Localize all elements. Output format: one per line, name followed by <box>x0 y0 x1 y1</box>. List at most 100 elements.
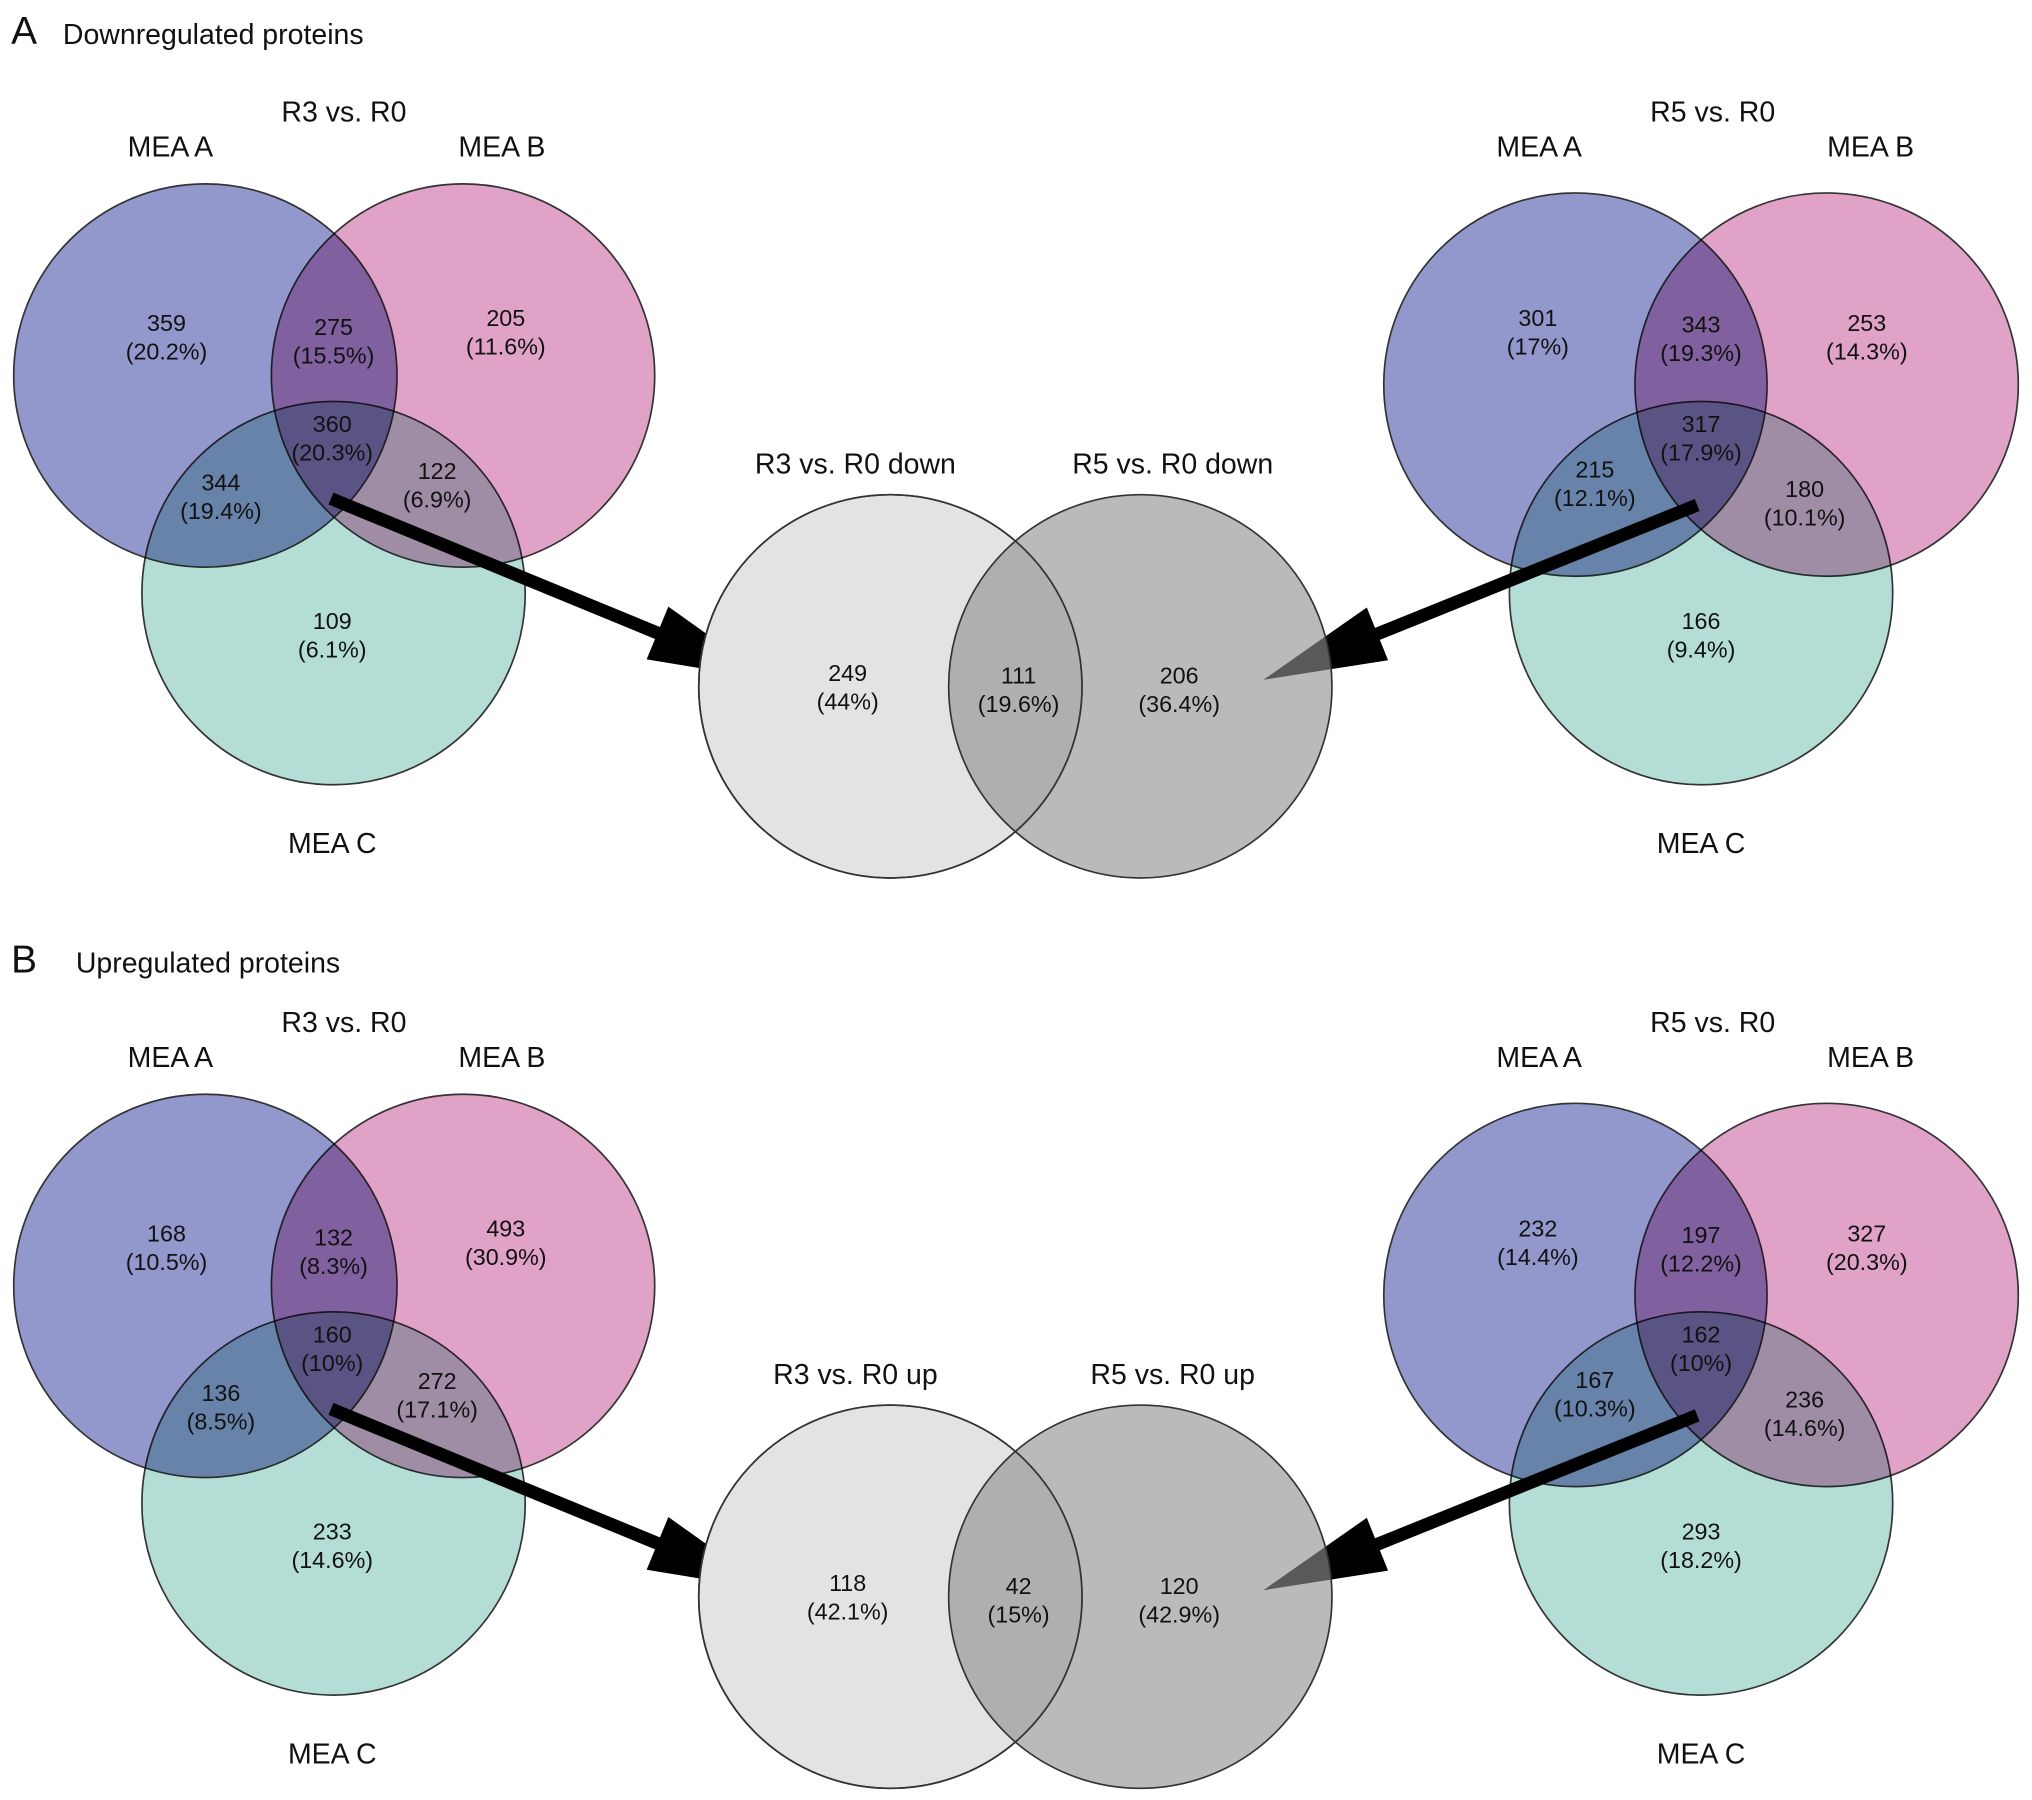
region-percent: (8.3%) <box>299 1253 368 1279</box>
set-label: MEA A <box>1496 131 1581 163</box>
region-percent: (10%) <box>301 1350 363 1376</box>
region-percent: (10.3%) <box>1554 1395 1636 1421</box>
arrow <box>1263 499 1700 680</box>
region-count: 253 <box>1847 310 1886 336</box>
region-count: 180 <box>1785 476 1824 502</box>
venn <box>1382 1102 2020 1696</box>
venn-title: R5 vs. R0 <box>1650 1007 1775 1039</box>
set-outline <box>697 493 1083 879</box>
region-percent: (12.1%) <box>1554 485 1636 511</box>
region-percent: (8.5%) <box>187 1408 256 1434</box>
region-percent: (30.9%) <box>465 1244 547 1270</box>
set-circle <box>947 1404 1333 1790</box>
region-count: 327 <box>1847 1221 1886 1247</box>
region-percent: (17%) <box>1507 334 1569 360</box>
panel-title: Downregulated proteins <box>63 19 364 51</box>
set-circle <box>947 493 1333 879</box>
region-count: 317 <box>1682 411 1721 437</box>
set-label: MEA C <box>288 1738 377 1770</box>
region-count: 360 <box>313 411 352 437</box>
region-count: 344 <box>201 469 240 495</box>
venn-title: R3 vs. R0 <box>281 96 406 128</box>
region-percent: (14.6%) <box>291 1547 373 1573</box>
set-label: MEA B <box>458 1042 545 1074</box>
region-count: 249 <box>828 660 867 686</box>
region-count: 109 <box>313 608 352 634</box>
region-count: 111 <box>1001 662 1036 688</box>
venn <box>12 1093 656 1696</box>
region-percent: (42.1%) <box>807 1599 889 1625</box>
set-label: MEA A <box>1496 1042 1581 1074</box>
region-percent: (6.9%) <box>403 486 472 512</box>
set-label: R3 vs. R0 down <box>755 449 956 481</box>
region-count: 197 <box>1682 1222 1721 1248</box>
region-count: 359 <box>147 310 186 336</box>
region-percent: (10%) <box>1670 1350 1732 1376</box>
region-count: 42 <box>1006 1573 1032 1599</box>
region-count: 293 <box>1682 1518 1721 1544</box>
region-percent: (14.6%) <box>1764 1415 1846 1441</box>
region-count: 343 <box>1682 311 1721 337</box>
venn-title: R5 vs. R0 <box>1650 96 1775 128</box>
region-percent: (17.9%) <box>1660 440 1742 466</box>
set-circle <box>1508 1310 1894 1696</box>
set-label: MEA C <box>1657 828 1746 860</box>
venn-title: R3 vs. R0 <box>281 1007 406 1039</box>
region-count: 132 <box>314 1224 353 1250</box>
region-count: 160 <box>313 1322 352 1348</box>
region-count: 168 <box>147 1221 186 1247</box>
set-circle <box>141 1310 527 1696</box>
arrow <box>328 1402 772 1591</box>
set-label: MEA B <box>1827 1042 1914 1074</box>
set-outline <box>697 1404 1083 1790</box>
region-count: 272 <box>418 1368 457 1394</box>
set-label: R5 vs. R0 up <box>1090 1359 1255 1391</box>
set-label: MEA C <box>1657 1738 1746 1770</box>
panel: R3 vs. R0 MEA A MEA B MEA C 359 (20.2%) 275 (15… <box>12 96 2020 879</box>
region-count: 493 <box>486 1215 525 1241</box>
set-label: MEA C <box>288 828 377 860</box>
region-percent: (15%) <box>988 1601 1050 1627</box>
region-percent: (19.6%) <box>978 691 1060 717</box>
region-count: 301 <box>1518 305 1557 331</box>
region-percent: (20.2%) <box>126 339 208 365</box>
region-count: 162 <box>1682 1322 1721 1348</box>
region-count: 120 <box>1160 1573 1199 1599</box>
region-percent: (12.2%) <box>1660 1250 1742 1276</box>
region-percent: (11.6%) <box>466 334 546 360</box>
arrow <box>328 492 772 680</box>
region-percent: (17.1%) <box>396 1397 478 1423</box>
set-label: MEA A <box>128 131 213 163</box>
region-percent: (20.3%) <box>291 440 373 466</box>
region-count: 215 <box>1575 457 1614 483</box>
venn <box>1382 192 2020 786</box>
venn <box>12 183 656 786</box>
region-percent: (20.3%) <box>1826 1249 1908 1275</box>
region-percent: (6.1%) <box>298 637 367 663</box>
panel-title: Upregulated proteins <box>76 947 340 979</box>
panel: R3 vs. R0 MEA A MEA B MEA C 168(10.5%) 132 (8.… <box>12 1007 2020 1790</box>
panel-label: B <box>11 938 37 981</box>
set-circle <box>1508 400 1894 786</box>
set-label: R3 vs. R0 up <box>773 1359 938 1391</box>
region-percent: (14.4%) <box>1497 1244 1579 1270</box>
set-circle <box>141 400 527 786</box>
set-label: R5 vs. R0 down <box>1072 449 1273 481</box>
region-percent: (44%) <box>817 688 879 714</box>
region-percent: (10.5%) <box>126 1249 208 1275</box>
region-count: 122 <box>418 458 457 484</box>
set-label: MEA A <box>128 1042 213 1074</box>
region-count: 166 <box>1682 608 1721 634</box>
set-label: MEA B <box>458 131 545 163</box>
region-percent: (15.5%) <box>293 343 375 369</box>
region-count: 206 <box>1160 662 1199 688</box>
region-percent: (14.3%) <box>1826 339 1908 365</box>
arrow <box>1263 1409 1700 1591</box>
region-count: 275 <box>314 314 353 340</box>
region-count: 118 <box>829 1570 866 1596</box>
region-count: 232 <box>1518 1215 1557 1241</box>
region-percent: (10.1%) <box>1764 504 1846 530</box>
set-label: MEA B <box>1827 131 1914 163</box>
